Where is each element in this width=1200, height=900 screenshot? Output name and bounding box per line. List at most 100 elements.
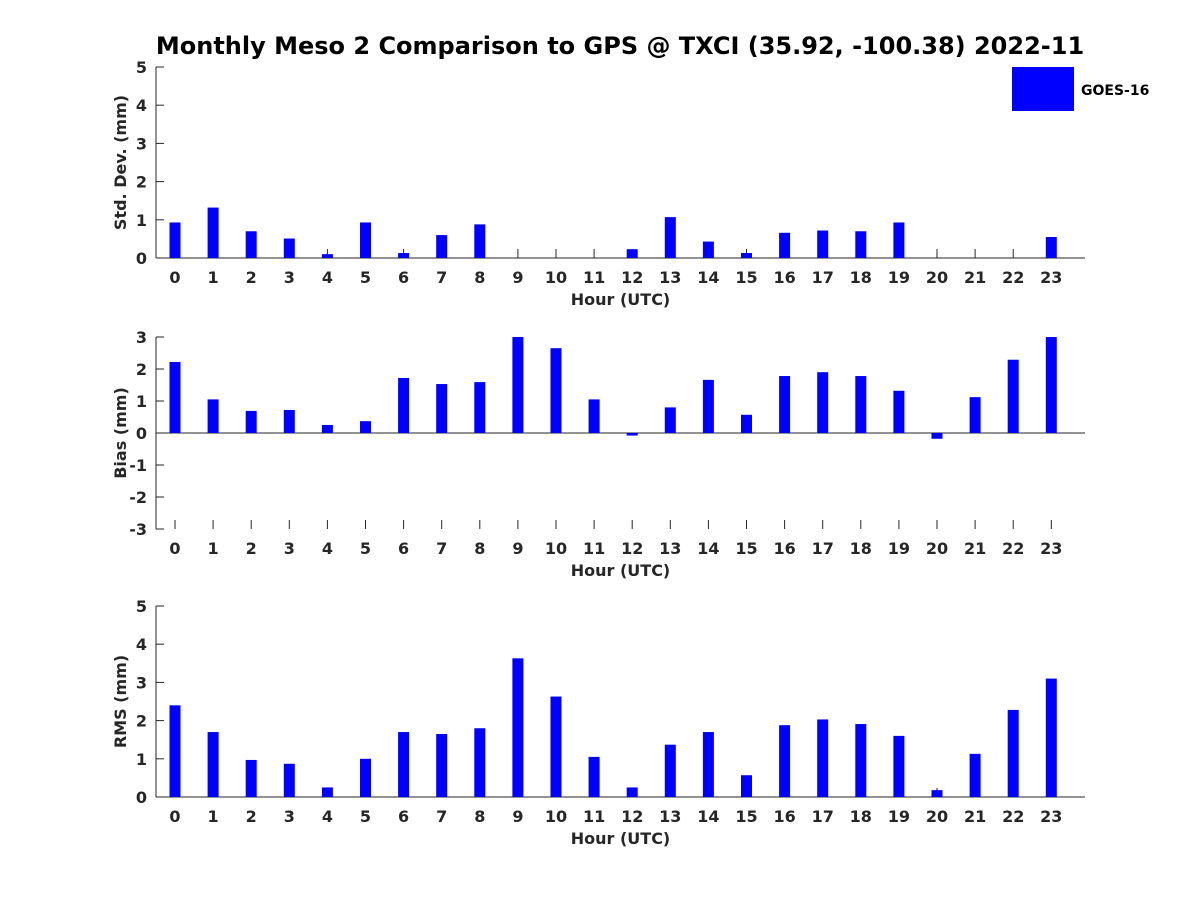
std-dev-x-tick-label: 12	[621, 268, 643, 287]
std-dev-x-tick-label: 3	[284, 268, 295, 287]
bias-bar-hour-10	[550, 348, 562, 433]
bias-x-tick-label: 13	[659, 539, 681, 558]
rms-bar-hour-6	[398, 732, 410, 797]
std-dev-bar-hour-8	[474, 224, 486, 258]
std-dev-x-tick-label: 0	[169, 268, 180, 287]
std-dev-bar-hour-16	[779, 232, 791, 258]
rms-bar-hour-23	[1045, 678, 1057, 797]
rms-y-tick-label: 5	[136, 597, 147, 616]
std-dev-y-tick-label: 4	[136, 96, 147, 115]
std-dev-bar-hour-6	[398, 253, 410, 258]
std-dev-bar-hour-18	[855, 231, 867, 258]
std-dev-x-tick-label: 23	[1040, 268, 1062, 287]
rms-x-tick-label: 21	[964, 807, 986, 826]
std-dev-x-tick-label: 15	[735, 268, 757, 287]
bias-x-tick-label: 2	[246, 539, 257, 558]
bias-bar-hour-14	[702, 379, 714, 433]
std-dev-x-tick-label: 22	[1002, 268, 1024, 287]
bias-x-tick-label: 14	[697, 539, 719, 558]
std-dev-x-tick-label: 21	[964, 268, 986, 287]
bias-bar-hour-22	[1007, 359, 1019, 433]
bias-x-tick-label: 16	[773, 539, 795, 558]
rms-bar-hour-16	[779, 725, 791, 797]
bias-x-tick-label: 3	[284, 539, 295, 558]
rms-x-tick-label: 2	[246, 807, 257, 826]
rms-x-tick-label: 4	[322, 807, 333, 826]
bias-x-tick-label: 19	[888, 539, 910, 558]
bias-x-tick-label: 8	[474, 539, 485, 558]
rms-x-tick-label: 22	[1002, 807, 1024, 826]
std-dev-x-tick-label: 7	[436, 268, 447, 287]
bias-x-tick-label: 5	[360, 539, 371, 558]
legend-label: GOES-16	[1081, 83, 1149, 99]
std-dev-x-tick-label: 16	[773, 268, 795, 287]
std-dev-x-tick-label: 5	[360, 268, 371, 287]
rms-x-tick-label: 11	[583, 807, 605, 826]
std-dev-bar-hour-5	[360, 222, 371, 258]
bias-bar-hour-8	[474, 382, 486, 433]
bias-bar-hour-20	[931, 433, 943, 439]
rms-bar-hour-12	[626, 787, 638, 797]
rms-bar-hour-9	[512, 658, 524, 797]
std-dev-x-tick-label: 4	[322, 268, 333, 287]
bias-x-tick-label: 7	[436, 539, 447, 558]
rms-bar-hour-7	[436, 733, 448, 797]
rms-x-tick-label: 10	[545, 807, 567, 826]
rms-x-tick-label: 7	[436, 807, 447, 826]
std-dev-y-tick-label: 0	[136, 249, 147, 268]
bias-bar-hour-0	[169, 361, 181, 433]
rms-x-tick-label: 23	[1040, 807, 1062, 826]
rms-bar-hour-15	[741, 775, 752, 797]
rms-y-tick-label: 1	[136, 750, 147, 769]
rms-x-axis-label: Hour (UTC)	[571, 829, 671, 848]
std-dev-bar-hour-7	[436, 235, 448, 258]
bias-bar-hour-18	[855, 376, 867, 433]
bias-x-tick-label: 23	[1040, 539, 1062, 558]
std-dev-x-tick-label: 14	[697, 268, 719, 287]
std-dev-bar-hour-2	[245, 231, 257, 258]
rms-x-tick-label: 5	[360, 807, 371, 826]
rms-bar-hour-0	[169, 705, 181, 797]
bias-x-tick-label: 12	[621, 539, 643, 558]
rms-x-tick-label: 9	[512, 807, 523, 826]
bias-x-tick-label: 22	[1002, 539, 1024, 558]
bias-bar-hour-11	[588, 399, 600, 433]
std-dev-x-tick-label: 6	[398, 268, 409, 287]
bias-bar-hour-9	[512, 337, 524, 433]
rms-x-tick-label: 8	[474, 807, 485, 826]
bias-x-tick-label: 0	[169, 539, 180, 558]
bias-x-tick-label: 21	[964, 539, 986, 558]
rms-bar-hour-2	[245, 759, 257, 797]
rms-x-tick-label: 12	[621, 807, 643, 826]
rms-x-tick-label: 20	[926, 807, 948, 826]
rms-y-tick-label: 2	[136, 712, 147, 731]
std-dev-x-tick-label: 10	[545, 268, 567, 287]
rms-bar-hour-4	[321, 787, 333, 797]
std-dev-x-tick-label: 1	[208, 268, 219, 287]
std-dev-x-tick-label: 19	[888, 268, 910, 287]
std-dev-y-tick-label: 1	[136, 211, 147, 230]
bias-x-tick-label: 17	[812, 539, 834, 558]
std-dev-bar-hour-15	[741, 253, 752, 258]
bias-bar-hour-7	[436, 384, 448, 433]
rms-y-tick-label: 3	[136, 673, 147, 692]
std-dev-x-tick-label: 18	[850, 268, 872, 287]
rms-bar-hour-14	[702, 732, 714, 797]
std-dev-x-tick-label: 9	[512, 268, 523, 287]
bias-bar-hour-16	[779, 376, 791, 433]
std-dev-x-tick-label: 8	[474, 268, 485, 287]
bias-y-tick-label: -1	[129, 456, 147, 475]
rms-bar-hour-22	[1007, 709, 1019, 797]
bias-bar-hour-1	[207, 399, 219, 433]
rms-bar-hour-10	[550, 696, 562, 797]
rms-bar-hour-21	[969, 753, 981, 797]
std-dev-x-tick-label: 2	[246, 268, 257, 287]
rms-bar-hour-17	[817, 719, 829, 797]
bias-bar-hour-3	[283, 409, 295, 433]
rms-y-tick-label: 0	[136, 788, 147, 807]
bias-bar-hour-19	[893, 390, 905, 433]
